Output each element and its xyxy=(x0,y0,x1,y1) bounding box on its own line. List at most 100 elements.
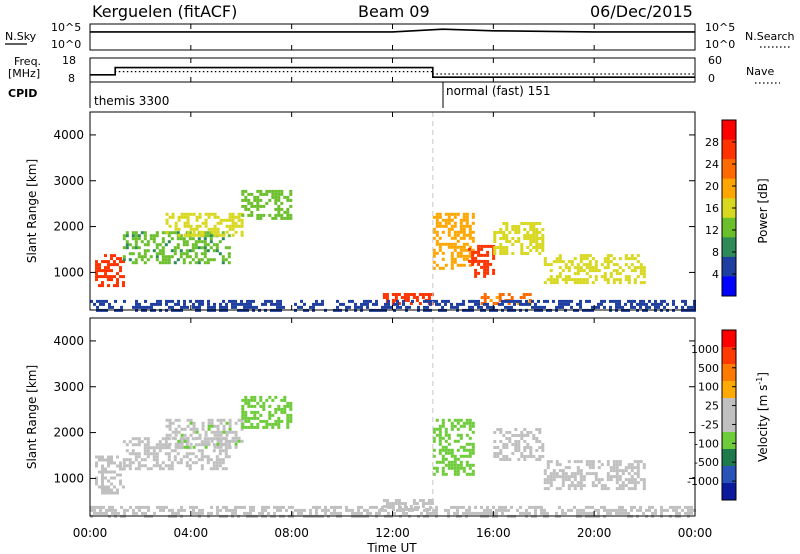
power-cell xyxy=(468,247,472,251)
velocity-cell xyxy=(277,425,281,429)
velocity-cell xyxy=(435,418,439,422)
velocity-cell xyxy=(438,451,442,455)
power-cell xyxy=(591,257,595,261)
velocity-cell xyxy=(435,505,438,509)
power-cell xyxy=(483,265,487,269)
power-cell xyxy=(480,302,484,305)
velocity-cell xyxy=(262,401,266,405)
velocity-cell xyxy=(630,469,634,473)
velocity-cell xyxy=(177,508,180,512)
velocity-cell xyxy=(511,452,515,455)
cpid-mode-2: normal (fast) 151 xyxy=(446,84,550,98)
velocity-cell xyxy=(468,463,472,467)
power-cell xyxy=(140,255,144,259)
power-cell xyxy=(579,269,583,273)
velocity-cell xyxy=(453,511,456,515)
power-cell xyxy=(300,305,303,309)
velocity-cell xyxy=(501,511,504,515)
velocity-cell xyxy=(642,484,646,488)
power-cell xyxy=(195,233,199,237)
power-cell xyxy=(600,302,603,306)
power-cell xyxy=(459,245,463,249)
power-cell xyxy=(173,231,177,235)
power-y-tick-label: 1000 xyxy=(53,265,84,279)
power-cell xyxy=(429,299,432,303)
power-cell xyxy=(177,215,181,219)
velocity-cell xyxy=(213,430,217,434)
power-cell xyxy=(471,248,475,252)
velocity-cell xyxy=(582,508,585,512)
velocity-cell xyxy=(95,479,98,483)
power-cell xyxy=(104,260,107,264)
velocity-cell xyxy=(276,508,279,512)
velocity-cell xyxy=(108,508,111,512)
velocity-cell xyxy=(250,425,254,429)
power-cell xyxy=(274,213,278,217)
velocity-colorbar-swatch xyxy=(722,381,736,399)
velocity-cell xyxy=(576,469,580,473)
power-cell xyxy=(348,299,351,303)
power-cell xyxy=(459,227,463,231)
power-cell xyxy=(262,213,266,217)
velocity-cell xyxy=(606,460,610,464)
power-cell xyxy=(156,302,159,306)
velocity-cell xyxy=(579,481,583,485)
velocity-cell xyxy=(153,511,156,515)
velocity-cell xyxy=(510,505,513,509)
velocity-cell xyxy=(333,508,336,512)
power-cell xyxy=(630,299,633,303)
velocity-cell xyxy=(432,430,436,434)
power-cell xyxy=(499,249,503,252)
velocity-cell xyxy=(219,445,223,449)
velocity-cell xyxy=(158,464,162,468)
power-cell xyxy=(609,272,613,276)
velocity-cell xyxy=(567,508,570,512)
power-cell xyxy=(237,212,241,216)
power-cell xyxy=(471,250,475,254)
power-cell xyxy=(194,240,198,244)
power-cell xyxy=(453,257,457,261)
velocity-cell xyxy=(131,449,135,453)
velocity-cell xyxy=(526,431,530,434)
velocity-cell xyxy=(561,469,565,473)
velocity-cell xyxy=(95,455,98,459)
velocity-cell xyxy=(225,430,229,434)
velocity-cell xyxy=(480,511,483,515)
velocity-cell xyxy=(182,437,186,441)
power-cell xyxy=(514,228,518,231)
power-cell xyxy=(531,305,534,309)
velocity-cell xyxy=(262,407,266,411)
velocity-cell xyxy=(339,505,342,509)
velocity-cell xyxy=(471,424,475,428)
power-cell xyxy=(191,243,195,247)
velocity-cell xyxy=(600,484,604,488)
power-cell xyxy=(174,224,178,228)
power-cell xyxy=(265,201,269,205)
power-cell xyxy=(135,305,138,309)
velocity-cell xyxy=(200,458,204,462)
power-cell xyxy=(231,233,235,237)
velocity-cell xyxy=(167,467,171,471)
velocity-colorbar-label-end: ] xyxy=(756,372,770,377)
power-cell xyxy=(468,299,471,303)
velocity-cell xyxy=(277,419,281,423)
velocity-cell xyxy=(224,455,228,459)
power-cell xyxy=(681,305,684,309)
power-cell xyxy=(99,299,102,303)
velocity-cell xyxy=(459,436,463,440)
power-cell xyxy=(502,246,506,249)
power-cell xyxy=(453,245,457,249)
power-cell xyxy=(400,296,404,299)
velocity-cell xyxy=(561,511,564,515)
velocity-colorbar-tick-label: 100 xyxy=(698,381,719,394)
velocity-cell xyxy=(486,505,489,509)
power-cell xyxy=(465,224,469,228)
velocity-cell xyxy=(132,511,135,515)
power-colorbar-tick-label: 12 xyxy=(705,224,719,237)
velocity-colorbar-swatch xyxy=(722,398,736,416)
power-cell xyxy=(570,299,573,303)
velocity-cell xyxy=(237,436,241,440)
power-cell xyxy=(450,257,454,261)
power-cell xyxy=(131,252,135,256)
velocity-cell xyxy=(141,511,144,515)
